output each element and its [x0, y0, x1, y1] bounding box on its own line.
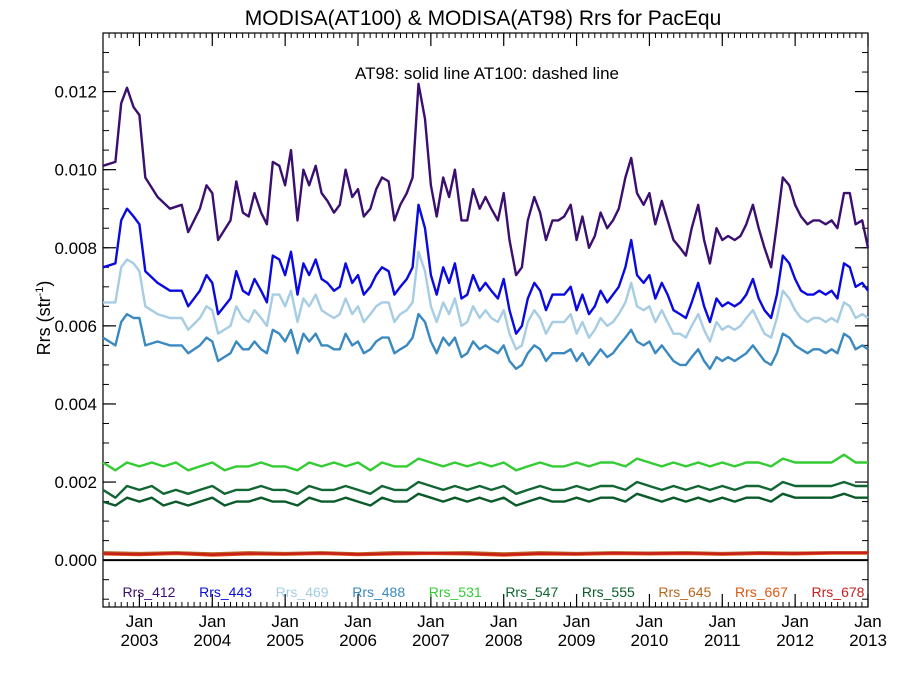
legend-entry-rrs-531: Rrs_531 — [429, 584, 482, 600]
x-tick-label-year: 2010 — [631, 631, 669, 650]
series-line-rrs-555 — [102, 492, 868, 507]
plot-frame — [102, 32, 869, 608]
x-tick-label-year: 2008 — [485, 631, 523, 650]
y-axis-label-superscript: -1 — [34, 287, 46, 297]
x-tick-label-month: Jan — [417, 612, 444, 631]
x-tick-label-year: 2005 — [266, 631, 304, 650]
series-line-rrs-547 — [102, 480, 868, 499]
x-tick-label-month: Jan — [781, 612, 808, 631]
x-tick-label-year: 2013 — [849, 631, 887, 650]
chart-title: MODISA(AT100) & MODISA(AT98) Rrs for Pac… — [245, 7, 722, 30]
x-tick-label-month: Jan — [709, 612, 736, 631]
x-tick-label-month: Jan — [490, 612, 517, 631]
y-axis-label-main: Rrs (str — [34, 296, 54, 355]
x-tick-label-month: Jan — [271, 612, 298, 631]
legend: Rrs_412 Rrs_443 Rrs_469 Rrs_488 Rrs_531 Rrs_5… — [123, 584, 865, 600]
series-line-rrs-488 — [102, 312, 869, 370]
x-tick-label-year: 2004 — [193, 631, 231, 650]
y-axis: 0.000 0.002 0.004 0.006 0.008 0.010 0.012 — [54, 32, 868, 600]
x-tick-label-year: 2007 — [412, 631, 450, 650]
legend-entry-rrs-412: Rrs_412 — [123, 584, 176, 600]
legend-entry-rrs-678: Rrs_678 — [812, 584, 865, 600]
y-tick-label: 0.012 — [54, 83, 97, 102]
y-tick-label: 0.006 — [54, 317, 97, 336]
legend-entry-rrs-667: Rrs_667 — [735, 584, 788, 600]
x-tick-label-month: Jan — [854, 612, 881, 631]
x-tick-label-month: Jan — [636, 612, 663, 631]
legend-entry-rrs-547: Rrs_547 — [505, 584, 558, 600]
series-line-rrs-531 — [102, 453, 868, 472]
legend-entry-rrs-645: Rrs_645 — [658, 584, 711, 600]
legend-entry-rrs-469: Rrs_469 — [276, 584, 329, 600]
line-style-annotation: AT98: solid line AT100: dashed line — [355, 64, 619, 83]
y-axis-label-tail: ) — [34, 281, 54, 287]
plot-border — [102, 32, 869, 608]
y-tick-label: 0.008 — [54, 239, 97, 258]
series-line-rrs-469 — [103, 250, 869, 351]
legend-entry-rrs-488: Rrs_488 — [352, 584, 405, 600]
y-tick-label: 0.010 — [54, 161, 97, 180]
x-tick-label-month: Jan — [563, 612, 590, 631]
y-axis-label: Rrs (str-1) — [34, 281, 54, 356]
x-tick-label-year: 2011 — [704, 631, 741, 650]
x-tick-label-year: 2009 — [558, 631, 596, 650]
y-tick-label: 0.002 — [54, 473, 97, 492]
legend-entry-rrs-555: Rrs_555 — [582, 584, 635, 600]
x-axis: Jan2003Jan2004Jan2005Jan2006Jan2007Jan20… — [102, 33, 887, 650]
x-tick-label-month: Jan — [126, 612, 153, 631]
series-line-rrs-443 — [102, 203, 869, 335]
series-lines — [102, 82, 870, 557]
x-tick-label-month: Jan — [199, 612, 226, 631]
series-line-rrs-678 — [102, 551, 868, 556]
x-tick-label-year: 2012 — [776, 631, 814, 650]
y-tick-label: 0.004 — [54, 395, 97, 414]
y-tick-label: 0.000 — [54, 551, 97, 570]
x-tick-label-month: Jan — [344, 612, 371, 631]
x-tick-label-year: 2003 — [121, 631, 159, 650]
x-tick-label-year: 2006 — [339, 631, 377, 650]
series-line-rrs-412 — [102, 82, 870, 277]
legend-entry-rrs-443: Rrs_443 — [199, 584, 252, 600]
